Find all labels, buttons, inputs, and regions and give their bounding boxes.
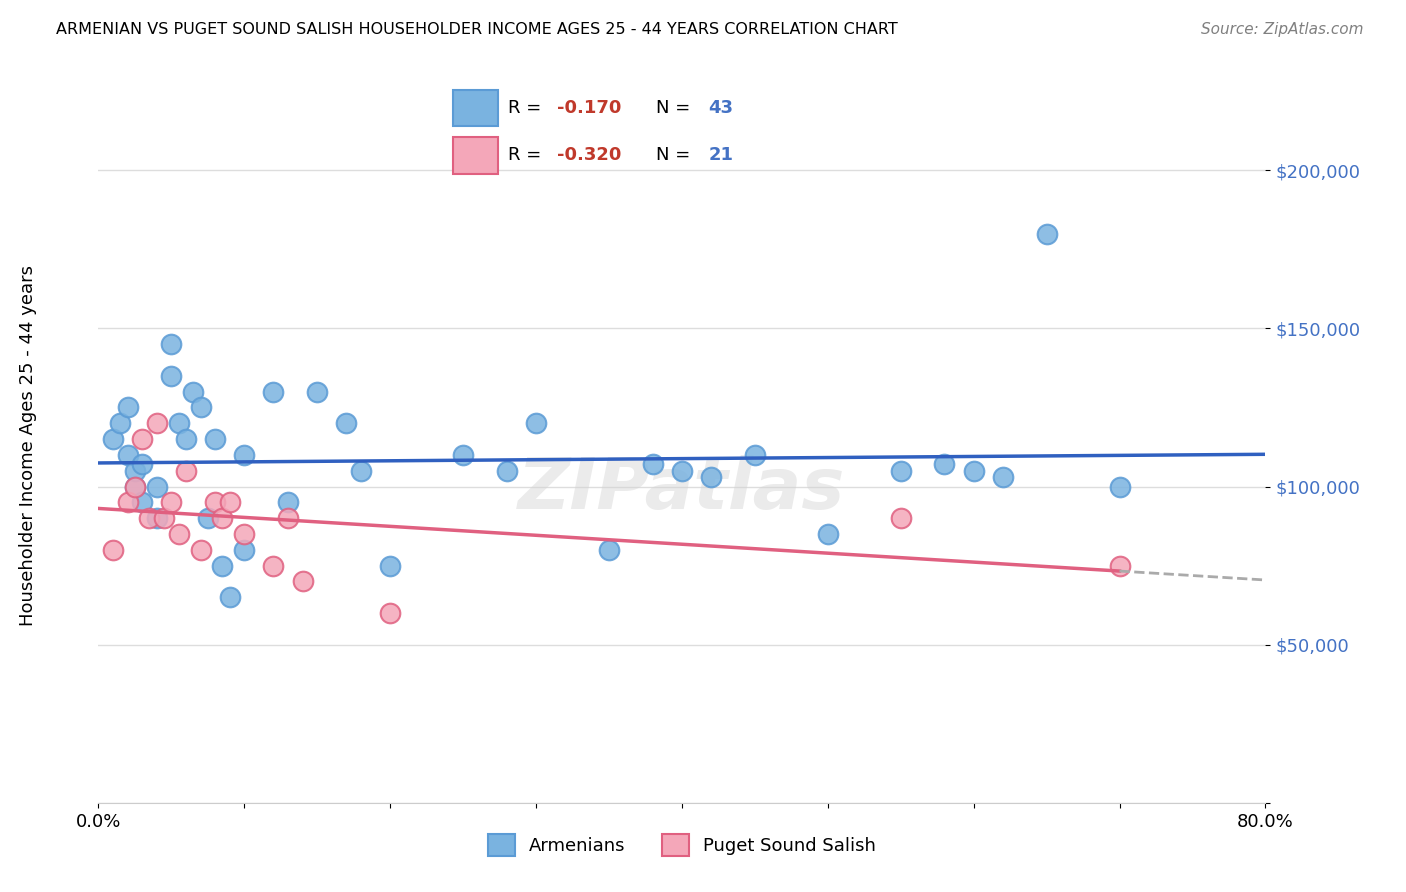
Point — [671, 464, 693, 478]
Point — [700, 470, 723, 484]
Point — [167, 417, 190, 431]
Point — [378, 606, 402, 620]
Point — [190, 401, 212, 415]
Point — [1108, 479, 1130, 493]
Point — [138, 511, 160, 525]
Point — [291, 574, 314, 589]
Point — [233, 527, 256, 541]
Text: R =: R = — [509, 146, 541, 164]
Point — [233, 448, 256, 462]
Point — [350, 464, 373, 478]
Point — [451, 448, 474, 462]
Point — [160, 337, 183, 351]
Point — [817, 527, 839, 541]
Point — [378, 558, 402, 573]
Point — [190, 542, 212, 557]
Point — [146, 479, 169, 493]
Point — [277, 511, 299, 525]
Point — [153, 511, 176, 525]
Point — [101, 432, 124, 446]
Point — [890, 464, 912, 478]
Point — [160, 368, 183, 383]
Point — [335, 417, 357, 431]
Point — [146, 417, 169, 431]
Point — [495, 464, 517, 478]
Point — [524, 417, 547, 431]
Point — [211, 558, 233, 573]
Point — [124, 464, 146, 478]
Text: 21: 21 — [709, 146, 733, 164]
Point — [307, 384, 329, 399]
Point — [160, 495, 183, 509]
Text: R =: R = — [509, 99, 541, 117]
Point — [131, 495, 153, 509]
Point — [262, 384, 284, 399]
Text: -0.170: -0.170 — [557, 99, 621, 117]
Point — [991, 470, 1014, 484]
Point — [197, 511, 219, 525]
Point — [890, 511, 912, 525]
Text: -0.320: -0.320 — [557, 146, 621, 164]
Point — [167, 527, 190, 541]
Point — [117, 448, 139, 462]
Point — [262, 558, 284, 573]
Point — [174, 432, 197, 446]
Legend: Armenians, Puget Sound Salish: Armenians, Puget Sound Salish — [481, 827, 883, 863]
Point — [174, 464, 197, 478]
Point — [962, 464, 984, 478]
Bar — [453, 89, 498, 127]
Point — [117, 401, 139, 415]
Point — [218, 495, 240, 509]
Point — [110, 417, 132, 431]
Point — [211, 511, 233, 525]
Point — [131, 458, 153, 472]
Point — [131, 432, 153, 446]
Text: N =: N = — [657, 146, 690, 164]
Point — [124, 479, 146, 493]
Text: 43: 43 — [709, 99, 733, 117]
Text: ZIPatlas: ZIPatlas — [519, 455, 845, 524]
Point — [641, 458, 664, 472]
Point — [1035, 227, 1057, 241]
Text: N =: N = — [657, 99, 690, 117]
Text: Householder Income Ages 25 - 44 years: Householder Income Ages 25 - 44 years — [20, 266, 37, 626]
Point — [744, 448, 766, 462]
Point — [117, 495, 139, 509]
Point — [934, 458, 956, 472]
Point — [598, 542, 620, 557]
Point — [204, 432, 226, 446]
Text: Source: ZipAtlas.com: Source: ZipAtlas.com — [1201, 22, 1364, 37]
Point — [1108, 558, 1130, 573]
Text: ARMENIAN VS PUGET SOUND SALISH HOUSEHOLDER INCOME AGES 25 - 44 YEARS CORRELATION: ARMENIAN VS PUGET SOUND SALISH HOUSEHOLD… — [56, 22, 898, 37]
Point — [204, 495, 226, 509]
Point — [181, 384, 204, 399]
Point — [146, 511, 169, 525]
Point — [218, 591, 240, 605]
Point — [277, 495, 299, 509]
Point — [233, 542, 256, 557]
Bar — [453, 136, 498, 174]
Point — [124, 479, 146, 493]
Point — [101, 542, 124, 557]
